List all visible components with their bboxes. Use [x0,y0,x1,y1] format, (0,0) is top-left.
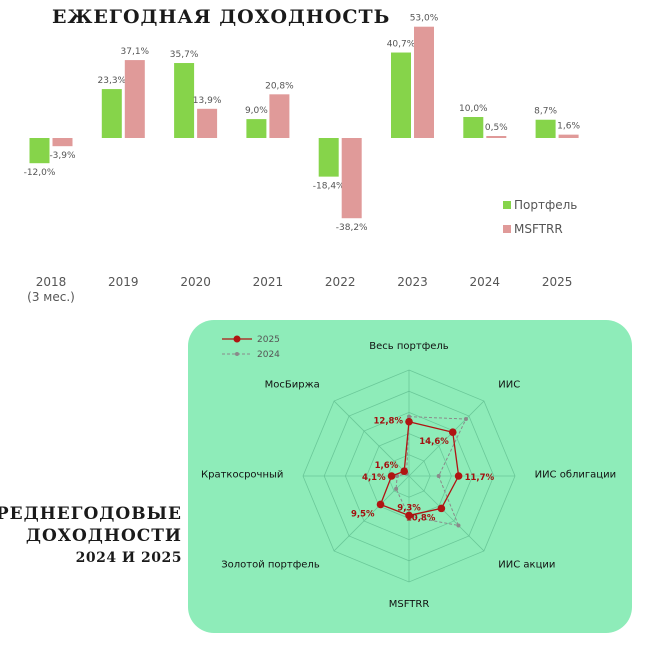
radar-axis-label-6: Золотой портфель [221,560,320,571]
average-returns-title: СРЕДНЕГОДОВЫЕ ДОХОДНОСТИ 2024 И 2025 [0,503,182,569]
bar-label-msftrr-2018: -3,9% [49,151,76,161]
radar-chart: Весь портфель ИИС ИИС облигации ИИС акции MS… [201,335,616,610]
radar-point-2025-5 [405,511,413,520]
bar-portfolio-2021 [246,119,267,138]
radar-legend-marker-2025 [233,335,241,343]
bar-msftrr-2020 [197,108,218,138]
bar-portfolio-2023 [391,52,411,138]
bar-msftrr-2022 [341,138,362,219]
radar-value-label-2025-2: 14,6% [419,437,449,447]
radar-point-2025-6 [376,500,385,509]
radar-axis-label-3: ИИС облигации [535,470,616,481]
bar-label-msftrr-2023: 53,0% [410,14,439,24]
bar-label-msftrr-2020: 13,9% [193,96,222,106]
x-tick-2025: 2025 [542,275,573,289]
x-tick-2019: 2019 [108,275,139,289]
radar-value-label-2025-6: 9,5% [351,509,375,519]
radar-axis-label-8: МосБиржа [265,380,320,391]
bar-msftrr-2018 [52,138,73,147]
radar-value-label-2025-1: 12,8% [374,417,404,427]
bar-msftrr-2019 [124,60,145,139]
bar-label-portfolio-2018: -12,0% [24,168,56,178]
legend-label-portfolio: Портфель [514,198,577,212]
radar-point-2025-4 [437,504,446,513]
radar-point-2024-1 [407,414,411,419]
bar-msftrr-2025 [558,134,579,138]
bar-label-portfolio-2020: 35,7% [170,50,199,60]
bar-label-portfolio-2023: 40,7% [387,40,416,50]
radar-point-2024-6 [394,486,399,491]
bar-portfolio-2025 [535,119,556,138]
radar-legend-marker-2024 [235,352,239,356]
radar-axis-label-4: ИИС акции [498,560,555,571]
bar-portfolio-2018 [29,138,50,164]
legend-swatch-msftrr [503,225,511,233]
bar-label-portfolio-2019: 23,3% [98,76,127,86]
legend-swatch-portfolio [503,201,511,209]
radar-point-2024-2 [463,417,468,422]
x-tick-2022: 2022 [325,275,356,289]
x-tick-2023: 2023 [397,275,428,289]
radar-legend-label-2024: 2024 [257,350,280,360]
radar-value-label-2025-7: 4,1% [362,473,386,483]
bar-label-msftrr-2022: -38,2% [336,223,368,233]
radar-axis-label-7: Краткосрочный [201,470,283,481]
bar-portfolio-2020 [174,63,195,138]
radar-legend-label-2025: 2025 [257,335,280,345]
radar-point-2024-3 [436,474,441,478]
radar-axis-label-2: ИИС [498,380,520,391]
radar-spoke-4 [408,475,485,552]
radar-value-label-2025-8: 1,6% [375,461,399,471]
x-tick-2020: 2020 [180,275,211,289]
x-tick-note-2018: (3 мес.) [27,290,75,304]
bar-label-msftrr-2024: 0,5% [485,123,508,133]
radar-point-2025-2 [448,428,457,437]
radar-point-2025-1 [405,417,413,426]
radar-spoke-2 [408,400,485,477]
bar-label-portfolio-2025: 8,7% [534,107,557,117]
radar-axis-label-5: MSFTRR [389,599,430,610]
bar-msftrr-2024 [486,136,507,138]
radar-point-2025-8 [400,467,409,476]
x-tick-2021: 2021 [253,275,284,289]
average-returns-title-line3: 2024 И 2025 [75,550,182,566]
average-returns-title-line1: СРЕДНЕГОДОВЫЕ [0,504,182,524]
radar-axis-label-1: Весь портфель [369,341,449,352]
bar-label-msftrr-2021: 20,8% [265,81,294,91]
bar-portfolio-2022 [318,138,339,177]
bar-label-portfolio-2024: 10,0% [459,104,488,114]
x-tick-2024: 2024 [470,275,501,289]
x-tick-2018: 2018 [36,275,67,289]
bar-label-msftrr-2025: 1,6% [557,122,580,132]
radar-value-label-2025-3: 11,7% [465,473,495,483]
legend-label-msftrr: MSFTRR [514,222,563,236]
radar-point-2025-7 [387,472,396,480]
average-returns-title-line2: ДОХОДНОСТИ [25,526,182,546]
bar-label-portfolio-2021: 9,0% [245,106,268,116]
radar-point-2025-3 [454,472,463,480]
radar-value-label-2025-5: 9,3% [397,503,421,513]
bar-msftrr-2021 [269,94,290,138]
radar-point-2024-4 [456,523,461,528]
bar-label-msftrr-2019: 37,1% [121,47,150,57]
bar-portfolio-2024 [463,117,484,138]
annual-bar-chart: -12,0% -3,9% 2018(3 мес.) 23,3% 37,1% 2019 35,… [24,14,581,304]
radar-value-label-2025-4: 10,8% [406,513,436,523]
annual-returns-title: ЕЖЕГОДНАЯ ДОХОДНОСТЬ [52,6,391,28]
radar-spoke-8 [333,400,410,477]
radar-point-2024-7 [395,474,400,478]
bar-label-portfolio-2022: -18,4% [313,182,345,192]
bar-portfolio-2019 [101,89,122,138]
bar-msftrr-2023 [414,26,434,139]
radar-panel: Весь портфель ИИС ИИС облигации ИИС акции MS… [188,320,632,633]
